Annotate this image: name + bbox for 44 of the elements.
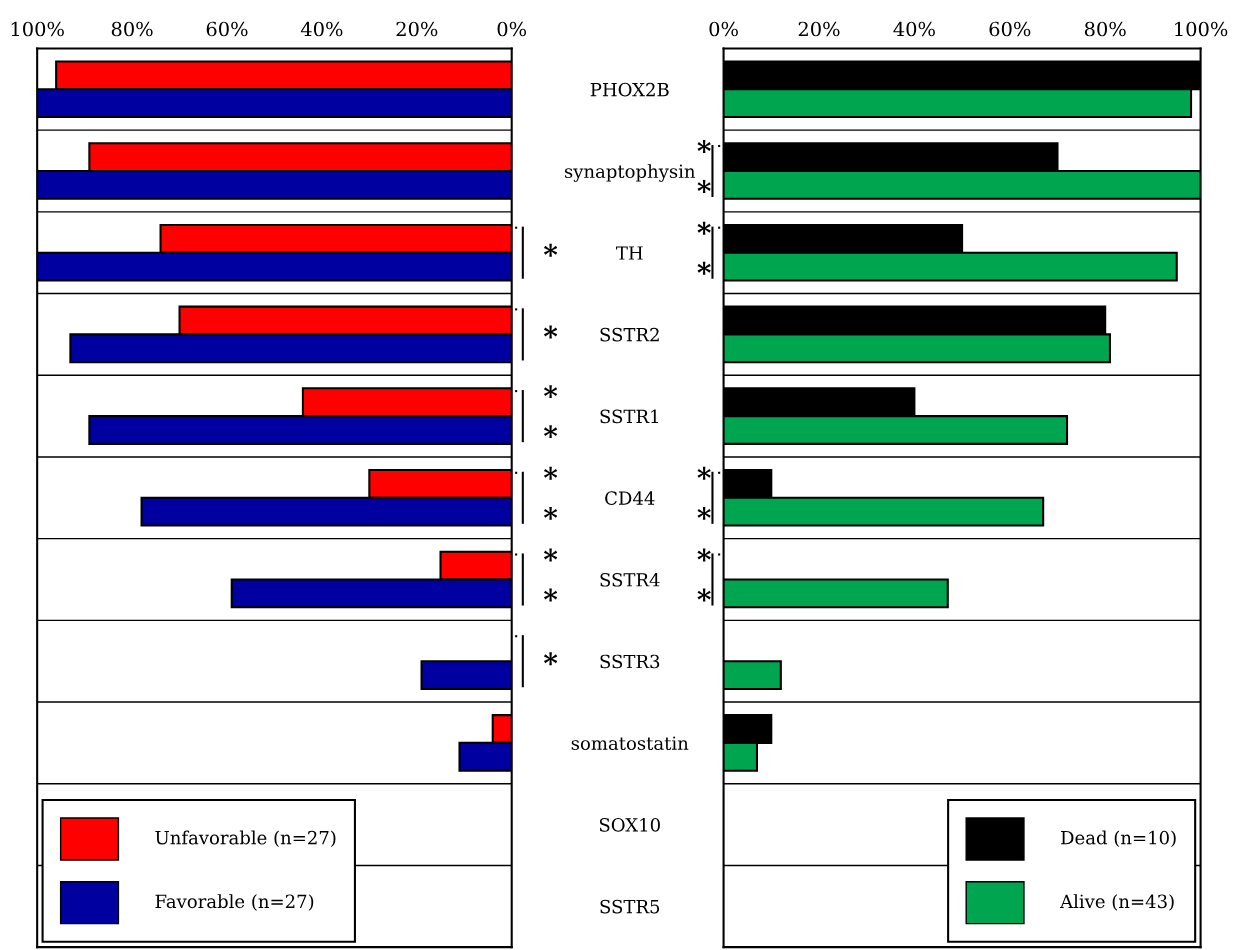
x-tick-label: 20% xyxy=(798,21,840,37)
x-tick-label: 0% xyxy=(497,21,527,37)
text: * xyxy=(543,652,558,666)
text: * xyxy=(697,466,711,480)
text: * xyxy=(697,548,711,562)
legend-label: Alive (n=43) xyxy=(1059,894,1174,911)
y-tick-label: SSTR5 xyxy=(600,899,660,914)
x-tick-label: 60% xyxy=(206,21,248,37)
y-tick-label: SSTR3 xyxy=(600,654,660,669)
text: * xyxy=(697,221,711,235)
text: * xyxy=(543,466,558,480)
text: * xyxy=(543,385,558,399)
legend-label: Favorable (n=27) xyxy=(155,894,314,911)
text: * xyxy=(697,180,711,194)
y-tick-label: SOX10 xyxy=(599,818,660,832)
text: * xyxy=(697,261,711,275)
text: * xyxy=(697,588,711,602)
y-tick-label: SSTR4 xyxy=(600,572,660,587)
y-tick-label: synaptophysin xyxy=(564,164,696,182)
legend-label: Unfavorable (n=27) xyxy=(155,830,336,848)
legend-label: Dead (n=10) xyxy=(1061,830,1176,848)
text: * xyxy=(543,548,558,562)
x-tick-label: 80% xyxy=(111,21,153,37)
x-tick-label: 100% xyxy=(11,21,64,37)
text: * xyxy=(543,325,558,339)
y-tick-label: SSTR1 xyxy=(600,409,658,424)
y-tick-label: TH xyxy=(616,246,643,260)
y-tick-label: somatostatin xyxy=(571,736,689,751)
x-tick-label: 0% xyxy=(709,21,738,37)
x-tick-label: 40% xyxy=(893,21,935,37)
x-tick-label: 20% xyxy=(396,21,438,37)
y-tick-label: CD44 xyxy=(605,491,655,505)
text: * xyxy=(543,243,558,257)
x-tick-label: 40% xyxy=(300,21,343,37)
y-tick-label: PHOX2B xyxy=(590,82,669,97)
text: * xyxy=(697,506,711,520)
x-tick-label: 80% xyxy=(1084,21,1126,37)
text: * xyxy=(697,140,711,153)
text: * xyxy=(543,425,558,439)
y-tick-label: SSTR2 xyxy=(600,327,659,342)
text: * xyxy=(543,588,558,602)
text: * xyxy=(543,506,558,520)
x-tick-label: 100% xyxy=(1175,21,1228,37)
x-tick-label: 60% xyxy=(989,21,1031,37)
